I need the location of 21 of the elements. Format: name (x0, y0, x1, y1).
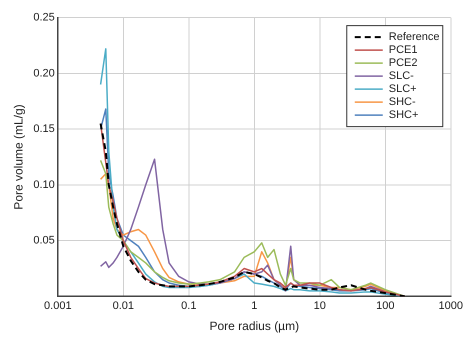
legend-label: SHC- (388, 96, 416, 108)
legend-label: PCE1 (388, 44, 418, 56)
y-tick-label: 0.20 (33, 67, 55, 80)
legend-label: SLC- (388, 70, 414, 82)
y-tick-label: 0.10 (33, 178, 55, 191)
legend-label: SLC+ (388, 83, 417, 96)
x-axis-title: Pore radius (µm) (209, 319, 300, 334)
x-tick-label: 1000 (438, 300, 464, 312)
y-tick-label: 0.25 (33, 12, 55, 24)
x-tick-label: 1 (251, 300, 258, 312)
legend-label: PCE2 (388, 57, 418, 70)
y-axis-title: Pore volume (mL/g) (12, 104, 26, 210)
x-tick-label: 100 (376, 300, 394, 312)
y-tick-label: 0.05 (33, 234, 55, 247)
y-tick-label: 0.15 (33, 123, 55, 136)
x-tick-label: 0.1 (181, 300, 196, 312)
legend-label: SHC+ (388, 109, 418, 122)
x-tick-label: 0.001 (44, 300, 72, 312)
legend-label: Reference (388, 31, 440, 44)
x-tick-label: 10 (314, 300, 326, 312)
x-tick-label: 0.01 (112, 300, 134, 312)
